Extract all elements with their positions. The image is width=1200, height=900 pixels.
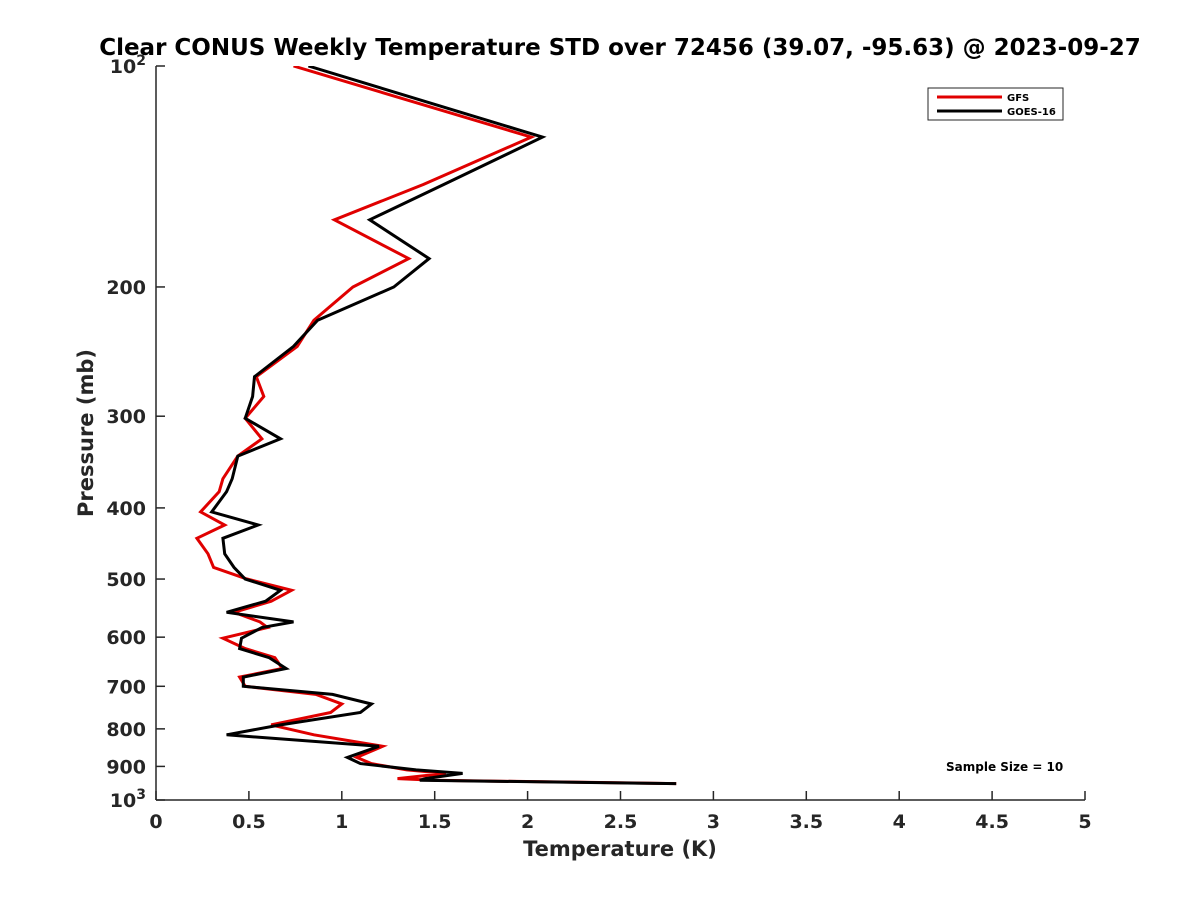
- y-axis-ticks: 102 200 300 400 500 600 700 800 900 103: [106, 53, 165, 812]
- series-layer: [194, 66, 677, 786]
- x-tick-label-0: 0: [149, 811, 162, 833]
- x-axis-label: Temperature (K): [523, 837, 717, 861]
- series-line-gfs: [194, 66, 677, 786]
- x-tick-label-1-5: 1.5: [418, 811, 452, 833]
- y-tick-label-103: 103: [110, 787, 146, 812]
- y-tick-label-200: 200: [106, 277, 146, 299]
- x-tick-label-0-5: 0.5: [232, 811, 266, 833]
- y-tick-label-400: 400: [106, 498, 146, 520]
- legend-label-goes16: GOES-16: [1007, 107, 1056, 118]
- x-axis-ticks: 0 0.5 1 1.5 2 2.5 3 3.5 4 4.5 5: [149, 791, 1092, 833]
- x-tick-label-2: 2: [521, 811, 534, 833]
- legend-label-gfs: GFS: [1007, 93, 1029, 104]
- y-tick-label-500: 500: [106, 569, 146, 591]
- y-tick-label-800: 800: [106, 719, 146, 741]
- y-axis-label: Pressure (mb): [74, 349, 98, 517]
- x-tick-label-1: 1: [335, 811, 348, 833]
- x-tick-label-3: 3: [707, 811, 720, 833]
- x-tick-label-3-5: 3.5: [789, 811, 823, 833]
- x-tick-label-2-5: 2.5: [604, 811, 638, 833]
- legend: GFS GOES-16: [927, 87, 1064, 121]
- sample-size-annotation: Sample Size = 10: [946, 760, 1063, 774]
- x-tick-label-4: 4: [893, 811, 906, 833]
- chart-title: Clear CONUS Weekly Temperature STD over …: [99, 35, 1141, 61]
- y-tick-label-700: 700: [106, 676, 146, 698]
- y-tick-label-900: 900: [106, 756, 146, 778]
- y-tick-label-600: 600: [106, 627, 146, 649]
- legend-box: [927, 87, 1064, 121]
- y-tick-label-300: 300: [106, 406, 146, 428]
- x-tick-label-5: 5: [1078, 811, 1091, 833]
- y-tick-label-102: 102: [110, 53, 146, 78]
- x-tick-label-4-5: 4.5: [975, 811, 1009, 833]
- series-line-goes-16: [209, 66, 677, 786]
